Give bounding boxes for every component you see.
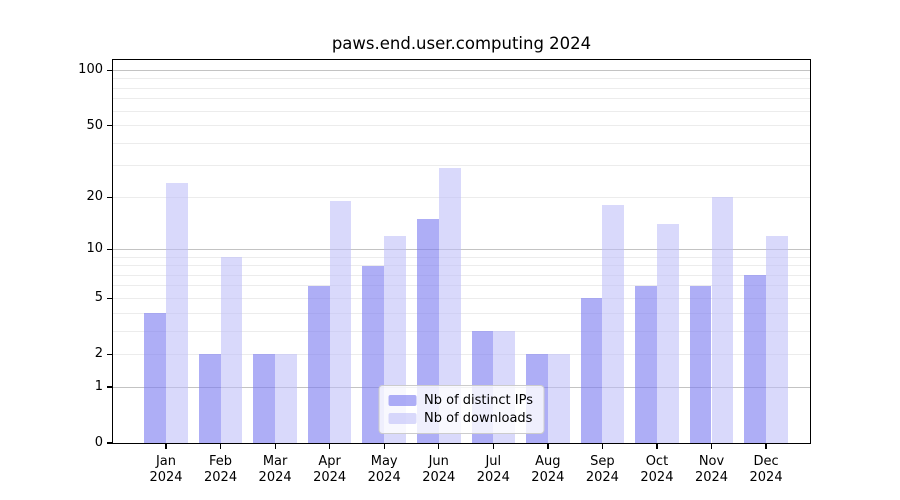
x-tick-label: Dec 2024 — [749, 454, 783, 485]
gridline-minor — [113, 142, 810, 144]
gridline-minor — [113, 78, 810, 80]
legend-entry-distinct-ips: Nb of distinct IPs — [388, 391, 533, 409]
x-tick — [601, 444, 604, 449]
gridline-minor — [113, 256, 810, 258]
x-tick — [219, 444, 222, 449]
x-tick — [710, 444, 713, 449]
y-tick — [107, 297, 112, 300]
bar-distinct-ips-nov — [689, 285, 712, 443]
y-tick — [107, 125, 112, 127]
x-tick-label: Jun 2024 — [422, 454, 456, 485]
gridline-minor — [113, 265, 810, 267]
gridline-minor — [113, 312, 810, 314]
gridline-minor — [113, 125, 810, 127]
legend-swatch-distinct-ips — [388, 394, 417, 406]
gridline-minor — [113, 330, 810, 332]
gridline-minor — [113, 353, 810, 355]
gridline-minor — [113, 110, 810, 112]
x-tick-label: Apr 2024 — [313, 454, 347, 485]
gridline-minor — [113, 98, 810, 100]
chart-title: paws.end.user.computing 2024 — [331, 34, 592, 53]
legend-label-distinct-ips: Nb of distinct IPs — [424, 392, 533, 408]
y-tick — [107, 69, 112, 72]
gridline-minor — [113, 274, 810, 276]
y-tick — [107, 248, 112, 251]
bar-downloads-jun — [438, 168, 461, 443]
x-tick — [492, 444, 494, 449]
x-tick-label: Jan 2024 — [149, 454, 183, 485]
x-tick — [165, 444, 167, 449]
x-tick — [656, 444, 658, 449]
bar-distinct-ips-jan — [144, 313, 166, 443]
y-tick-label: 1 — [94, 379, 103, 395]
bar-downloads-oct — [656, 224, 679, 443]
bar-downloads-apr — [329, 201, 352, 443]
y-tick-label: 50 — [86, 117, 103, 133]
x-tick — [383, 444, 385, 449]
x-tick-label: Nov 2024 — [694, 454, 729, 485]
bar-downloads-jan — [166, 183, 188, 443]
x-tick — [329, 444, 331, 449]
bar-distinct-ips-feb — [198, 354, 221, 443]
bar-distinct-ips-sep — [580, 298, 603, 443]
bar-distinct-ips-oct — [635, 285, 657, 443]
bar-downloads-mar — [275, 354, 297, 443]
y-tick-label: 10 — [86, 241, 103, 257]
legend-entry-downloads: Nb of downloads — [388, 409, 533, 427]
bar-downloads-sep — [602, 205, 625, 443]
y-tick-label: 0 — [94, 435, 103, 450]
x-tick-label: Mar 2024 — [258, 454, 292, 485]
bar-distinct-ips-dec — [744, 275, 767, 443]
y-tick — [107, 353, 112, 356]
legend: Nb of distinct IPs Nb of downloads — [378, 385, 545, 434]
bar-downloads-dec — [766, 235, 788, 443]
bar-downloads-nov — [711, 197, 734, 443]
legend-label-downloads: Nb of downloads — [424, 410, 533, 426]
gridline-major — [113, 69, 810, 71]
y-tick-label: 20 — [86, 189, 103, 205]
y-tick — [107, 442, 112, 444]
gridline-major — [113, 248, 810, 250]
y-tick — [107, 386, 112, 388]
y-tick-label: 5 — [94, 290, 103, 306]
x-tick — [438, 444, 440, 449]
gridline-minor — [113, 165, 810, 167]
gridline-minor — [113, 297, 810, 299]
x-tick-label: Feb 2024 — [204, 454, 238, 485]
y-tick — [107, 196, 112, 198]
bar-downloads-aug — [547, 354, 570, 443]
x-tick-label: May 2024 — [367, 454, 401, 485]
x-tick-label: Aug 2024 — [531, 454, 565, 485]
x-tick — [765, 444, 767, 449]
y-tick-label: 2 — [94, 346, 103, 362]
bar-distinct-ips-mar — [253, 354, 276, 443]
gridline-minor — [113, 196, 810, 198]
x-tick — [547, 444, 549, 449]
plot-area: Nb of distinct IPs Nb of downloads — [112, 59, 811, 444]
y-tick-label: 100 — [78, 62, 103, 78]
bar-downloads-feb — [220, 257, 243, 443]
x-tick-label: Sep 2024 — [585, 454, 619, 485]
x-tick-label: Oct 2024 — [640, 454, 674, 485]
x-tick — [274, 444, 276, 449]
x-tick-label: Jul 2024 — [476, 454, 510, 485]
bar-distinct-ips-apr — [307, 285, 330, 443]
legend-swatch-downloads — [388, 412, 417, 424]
gridline-minor — [113, 285, 810, 287]
gridline-minor — [113, 87, 810, 89]
